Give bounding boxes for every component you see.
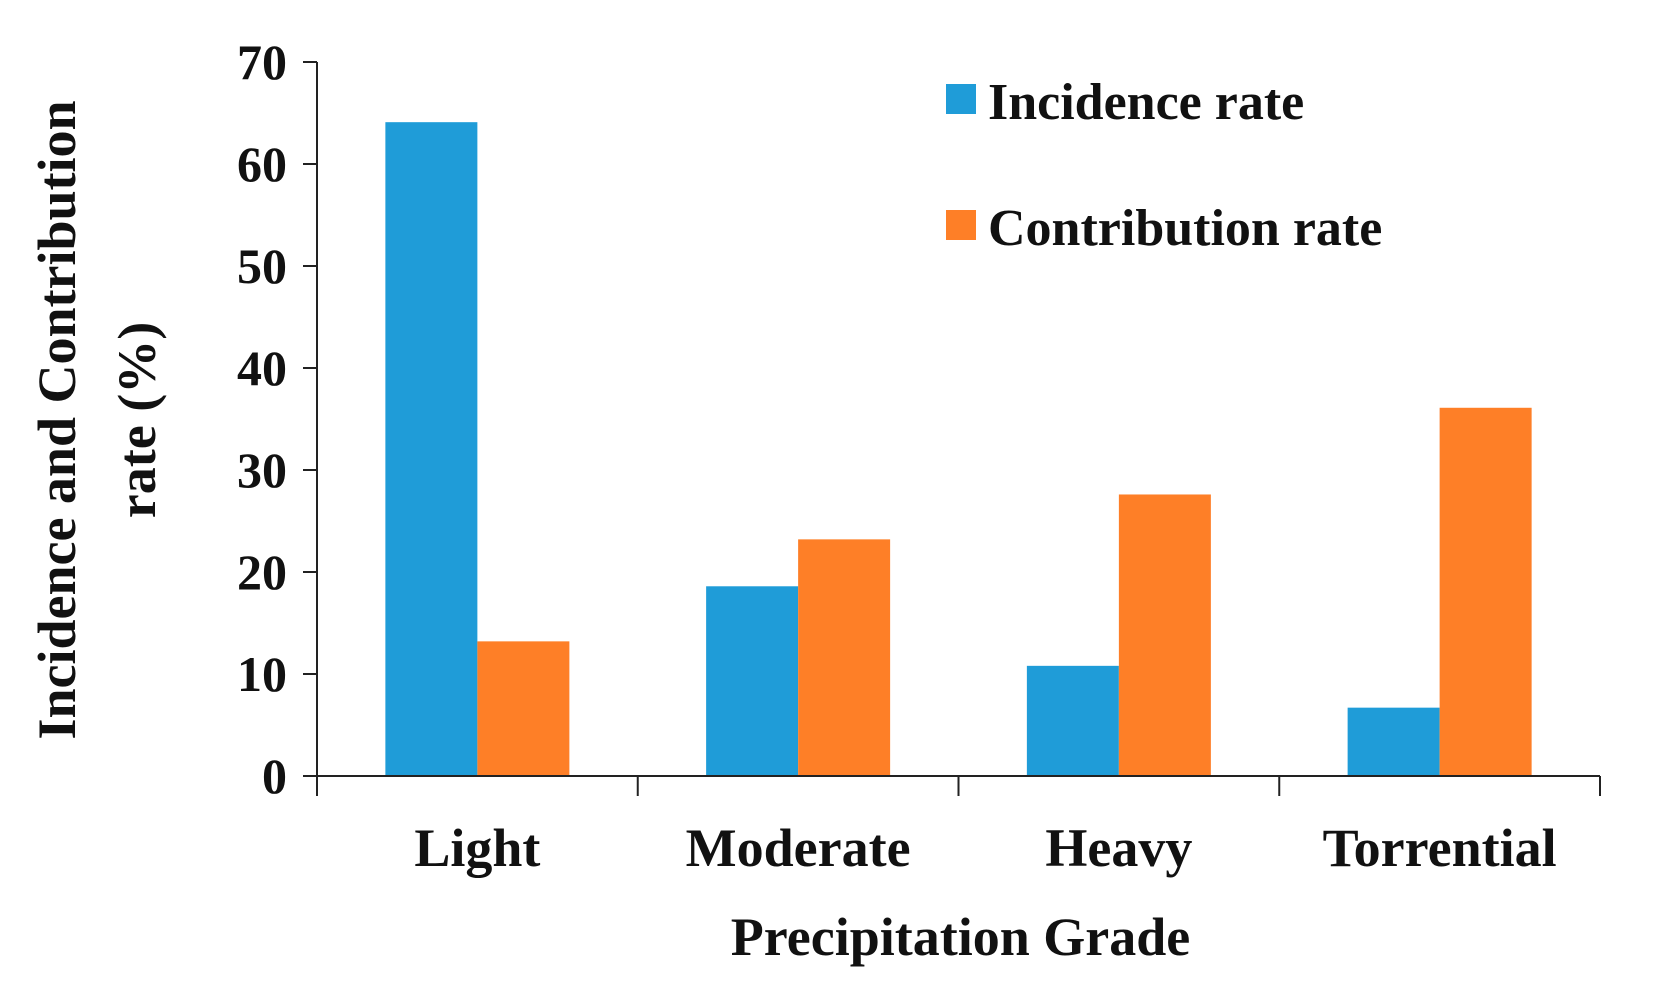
bar-contribution-rate-heavy: [1118, 494, 1211, 776]
x-tick-label-torrential: Torrential: [1323, 818, 1557, 878]
y-tick-label-70: 70: [237, 34, 287, 90]
bar-incidence-rate-heavy: [1026, 665, 1119, 776]
y-tick-label-50: 50: [237, 238, 287, 294]
y-tick-label-0: 0: [262, 748, 287, 804]
y-axis-title-line-2: rate (%): [107, 322, 167, 518]
legend: Incidence rate Contribution rate: [946, 74, 1382, 257]
x-tick-label-moderate: Moderate: [686, 818, 911, 878]
y-axis-title-line-1: Incidence and Contribution: [27, 100, 87, 739]
bar-incidence-rate-torrential: [1347, 707, 1440, 776]
legend-swatch-contribution-rate: [946, 210, 976, 240]
y-tick-label-60: 60: [237, 136, 287, 192]
legend-label-incidence-rate: Incidence rate: [988, 74, 1304, 131]
y-axis-ticks: 0 10 20 30 40 50 60 70: [237, 34, 317, 804]
legend-label-contribution-rate: Contribution rate: [988, 200, 1382, 257]
y-tick-label-10: 10: [237, 646, 287, 702]
x-axis-ticks: [316, 776, 1601, 796]
x-tick-label-heavy: Heavy: [1045, 818, 1192, 878]
bar-contribution-rate-torrential: [1439, 407, 1532, 776]
bar-contribution-rate-moderate: [798, 539, 891, 776]
y-axis-title: Incidence and Contribution rate (%): [27, 100, 167, 739]
legend-swatch-incidence-rate: [946, 84, 976, 114]
x-axis-title: Precipitation Grade: [731, 907, 1190, 967]
bars: [385, 122, 1532, 777]
bar-incidence-rate-light: [385, 122, 478, 777]
y-tick-label-40: 40: [237, 340, 287, 396]
y-tick-label-20: 20: [237, 544, 287, 600]
x-axis-tick-labels: Light Moderate Heavy Torrential: [414, 818, 1556, 878]
x-tick-label-light: Light: [414, 818, 540, 878]
y-tick-label-30: 30: [237, 442, 287, 498]
bar-incidence-rate-moderate: [706, 586, 799, 776]
bar-contribution-rate-light: [477, 641, 570, 776]
